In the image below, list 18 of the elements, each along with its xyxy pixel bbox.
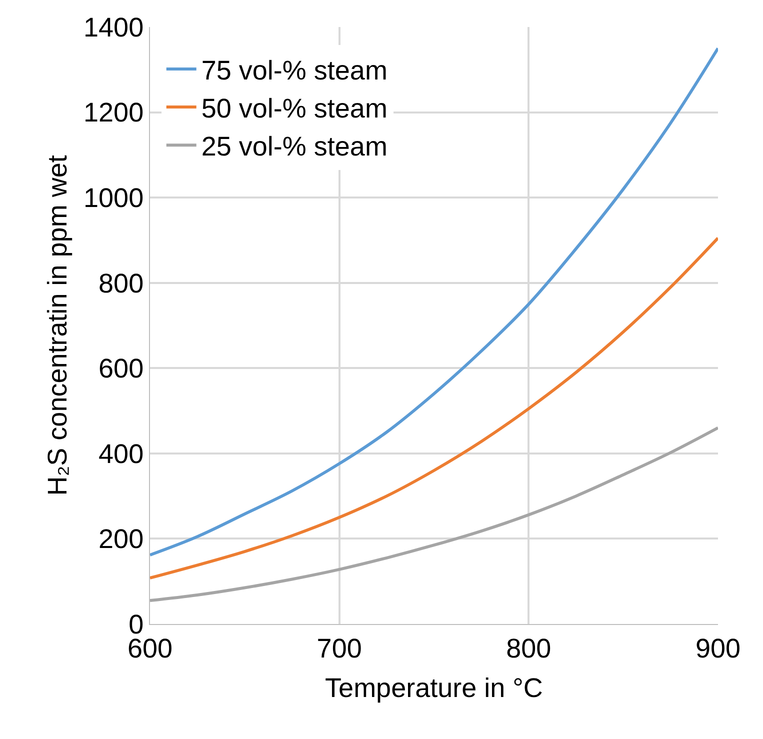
y-tick-label: 1400	[84, 12, 144, 42]
legend-label: 25 vol-% steam	[201, 132, 388, 162]
y-axis-title: H₂S concentratin in ppm wet	[42, 154, 73, 496]
y-tick-label: 800	[98, 268, 144, 298]
line-series	[150, 46, 718, 556]
y-tick-label: 400	[98, 438, 144, 469]
legend-label: 75 vol-% steam	[201, 55, 388, 86]
line-series	[150, 426, 718, 602]
y-tick-label: 600	[98, 354, 144, 384]
x-tick-label: 700	[316, 633, 362, 664]
line-series	[150, 236, 718, 580]
x-axis-title: Temperature in °C	[325, 672, 543, 703]
x-tick-label: 800	[506, 633, 552, 664]
x-tick-label: 900	[695, 633, 741, 664]
y-tick-label: 1200	[84, 98, 144, 128]
legend-label: 50 vol-% steam	[201, 94, 388, 124]
y-tick-label: 200	[98, 524, 144, 554]
y-tick-label: 1000	[84, 183, 144, 214]
